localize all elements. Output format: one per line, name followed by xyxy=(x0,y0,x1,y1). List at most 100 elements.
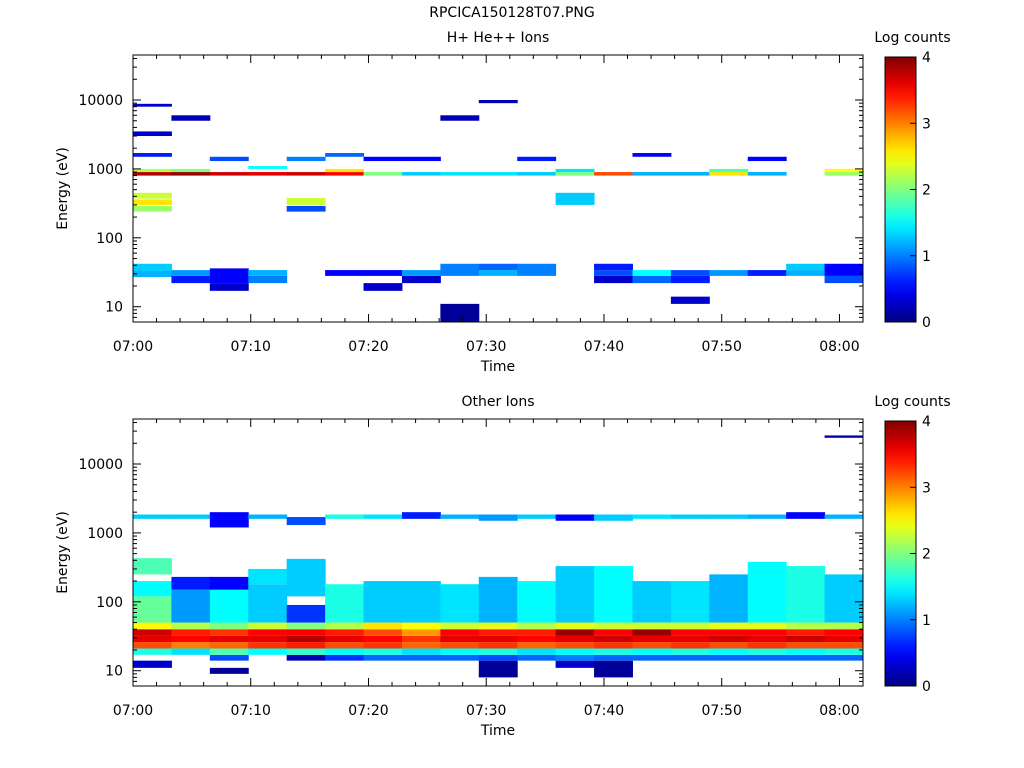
heatmap-cell xyxy=(325,622,365,630)
heatmap-cell xyxy=(401,654,441,661)
heatmap-cell xyxy=(209,642,249,649)
heatmap-cell xyxy=(824,635,864,643)
colorbar-tick-label: 0 xyxy=(922,679,931,695)
heatmap-cell xyxy=(747,642,787,649)
heatmap-cell xyxy=(286,629,326,636)
x-tick-label: 07:20 xyxy=(348,339,388,355)
heatmap-cell xyxy=(401,270,441,276)
heatmap-cell xyxy=(747,622,787,630)
x-tick-label: 07:00 xyxy=(113,703,153,719)
heatmap-cell xyxy=(248,166,288,169)
heatmap-cell xyxy=(709,622,749,630)
x-tick-label: 08:00 xyxy=(819,703,859,719)
heatmap-cell xyxy=(555,514,595,521)
y-tick-label: 10000 xyxy=(78,457,123,473)
heatmap-cell xyxy=(786,263,826,271)
heatmap-cell xyxy=(133,205,172,212)
heatmap-cell xyxy=(555,192,595,205)
heatmap-cell xyxy=(248,642,288,649)
heatmap-cell xyxy=(248,275,288,284)
heatmap-cell xyxy=(555,168,595,173)
heatmap-cell xyxy=(209,667,249,674)
heatmap-cell xyxy=(440,514,480,519)
heatmap-cell xyxy=(133,192,172,199)
heatmap-cell xyxy=(632,648,672,655)
heatmap-cell xyxy=(171,172,211,176)
heatmap-cell xyxy=(286,622,326,630)
heatmap-cell xyxy=(555,648,595,655)
chart-h-he-ions: 10 100 1000 10000 07:00 07:10 07:20 07:30 07:40 0… xyxy=(55,30,951,375)
heatmap-cell xyxy=(670,296,710,304)
heatmap-cell xyxy=(133,596,172,623)
heatmap-cell xyxy=(133,199,172,205)
heatmap-cell xyxy=(248,629,288,636)
heatmap-cell xyxy=(325,584,365,623)
heatmap-cell xyxy=(478,629,518,636)
x-tick-label: 07:10 xyxy=(231,339,271,355)
colorbar-tick-label: 4 xyxy=(922,414,931,430)
heatmap-cell xyxy=(555,172,595,176)
heatmap-cell xyxy=(632,172,672,176)
heatmap-cell xyxy=(709,270,749,276)
heatmap-cell xyxy=(209,512,249,528)
heatmap-cell xyxy=(670,642,710,649)
heatmap-cell xyxy=(709,514,749,519)
heatmap-cell xyxy=(824,654,864,661)
x-axis-label: Time xyxy=(480,723,515,739)
heatmap-cell xyxy=(133,635,172,643)
heatmap-cell xyxy=(709,642,749,649)
heatmap-cell xyxy=(517,172,557,176)
y-tick-label: 10000 xyxy=(78,93,123,109)
heatmap-cell xyxy=(209,283,249,291)
heatmap-cell xyxy=(325,648,365,655)
heatmap-cell xyxy=(133,648,172,655)
heatmap-cell xyxy=(594,566,633,623)
heatmap-cell xyxy=(824,275,864,284)
heatmap-cell xyxy=(594,270,633,276)
heatmap-cell xyxy=(478,622,518,630)
heatmap-cell xyxy=(709,629,749,636)
heatmap-cell xyxy=(632,622,672,630)
heatmap-cell xyxy=(248,514,288,519)
heatmap-cell xyxy=(478,642,518,649)
heatmap-cell xyxy=(670,581,710,623)
heatmap-cell xyxy=(555,622,595,630)
heatmap-cell xyxy=(209,654,249,661)
heatmap-cell xyxy=(133,153,172,157)
heatmap-cell xyxy=(171,115,211,121)
heatmap-cell xyxy=(440,622,480,630)
heatmap-cell xyxy=(786,622,826,630)
heatmap-cell xyxy=(517,648,557,655)
heatmap-cell xyxy=(401,622,441,630)
x-tick-label: 07:20 xyxy=(348,703,388,719)
heatmap-cell xyxy=(286,604,326,623)
heatmap-cell xyxy=(786,635,826,643)
heatmap-cell xyxy=(824,514,864,519)
heatmap-cell xyxy=(440,115,480,121)
heatmap-cell xyxy=(286,517,326,526)
heatmap-cell xyxy=(209,172,249,176)
heatmap-cell xyxy=(594,172,633,176)
heatmap-cell xyxy=(401,156,441,162)
x-tick-label: 08:00 xyxy=(819,339,859,355)
heatmap-cell xyxy=(440,635,480,643)
heatmap-cell xyxy=(171,629,211,636)
heatmap-cell xyxy=(478,172,518,176)
heatmap-cell xyxy=(401,581,441,623)
heatmap-cell xyxy=(286,642,326,649)
heatmap-cell xyxy=(670,654,710,661)
y-axis-label: Energy (eV) xyxy=(55,147,71,230)
heatmap-cell xyxy=(478,576,518,623)
x-tick-label: 07:40 xyxy=(584,703,624,719)
heatmap-cell xyxy=(171,270,211,276)
heatmap-cell xyxy=(401,648,441,655)
heatmap-cell xyxy=(670,172,710,176)
heatmap-cell xyxy=(747,561,787,623)
heatmap-cell xyxy=(133,581,172,597)
heatmap-cell xyxy=(824,648,864,655)
heatmap-cell xyxy=(209,622,249,630)
heatmap-cell xyxy=(824,629,864,636)
heatmap-cell xyxy=(209,648,249,655)
heatmap-cell xyxy=(209,576,249,590)
